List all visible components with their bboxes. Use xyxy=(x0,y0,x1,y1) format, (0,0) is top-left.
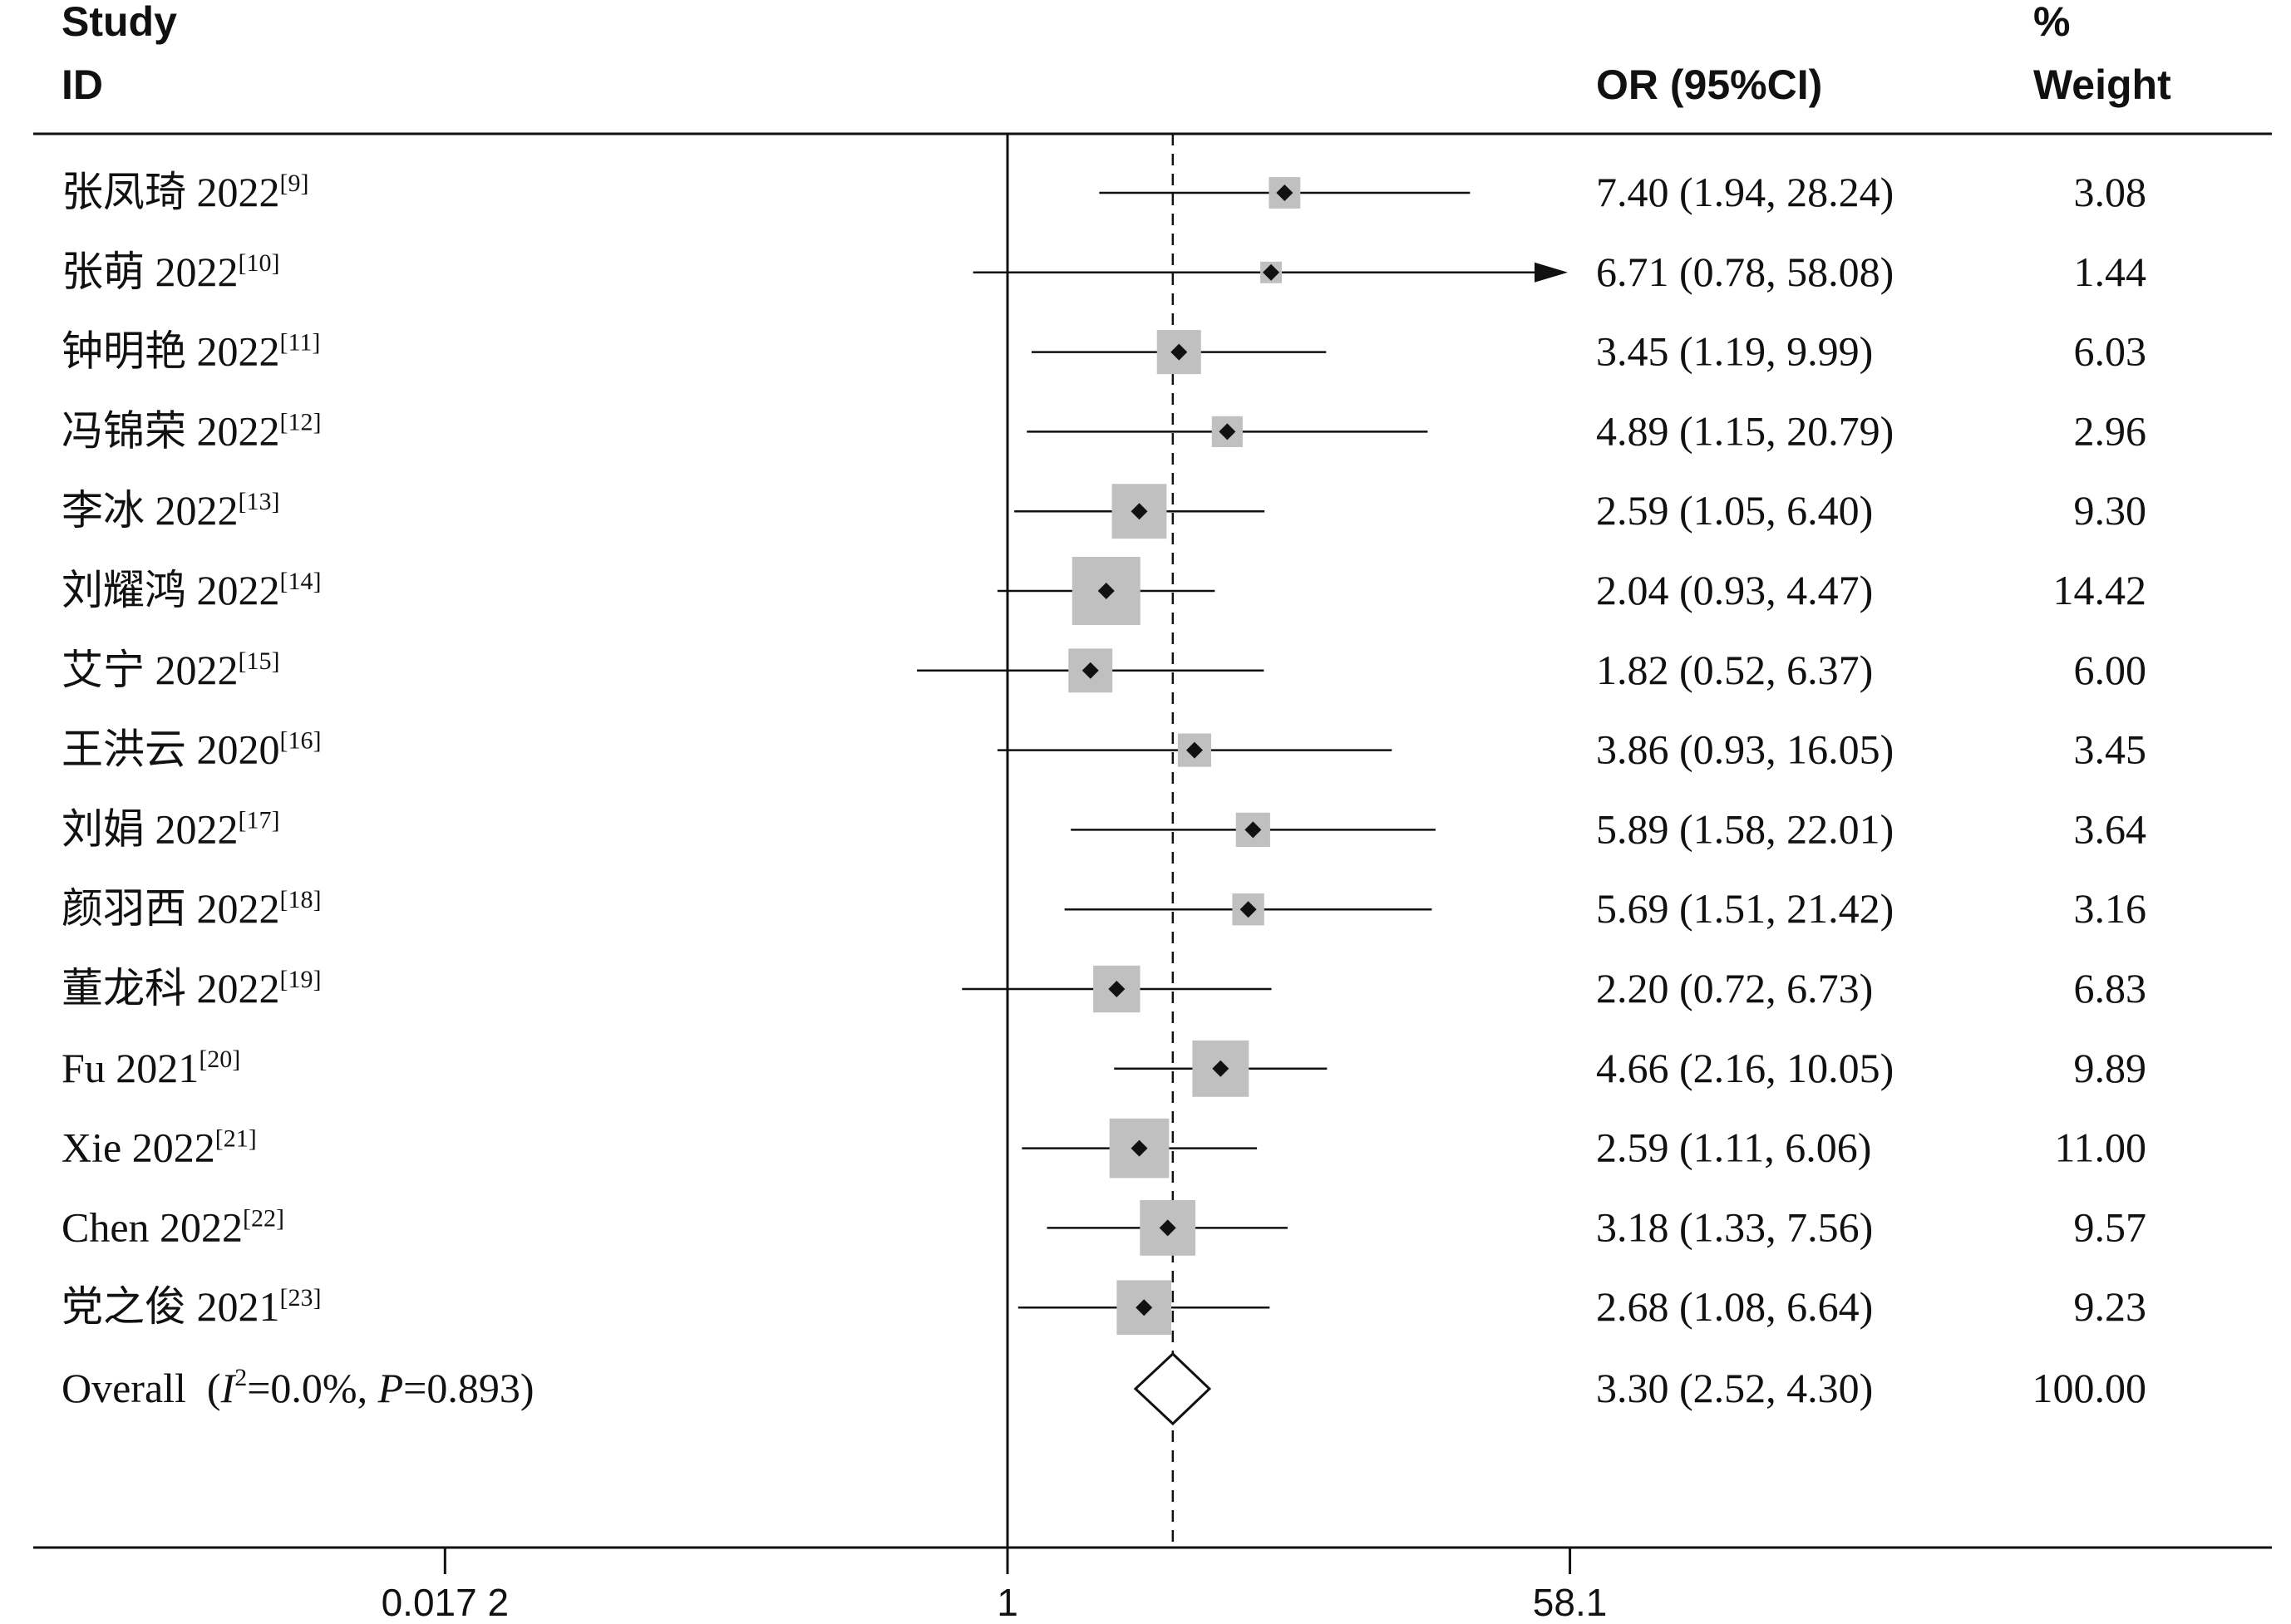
overall-label: Overall (I2=0.0%, P=0.893) xyxy=(62,1364,535,1411)
point-estimate xyxy=(1131,503,1148,520)
point-estimate xyxy=(1244,821,1262,839)
weight-value: 3.45 xyxy=(2074,726,2147,773)
study-label: 颜羽西 2022[18] xyxy=(62,885,321,932)
or-ci-value: 2.68 (1.08, 6.64) xyxy=(1596,1283,1873,1330)
weight-value: 2.96 xyxy=(2074,407,2147,454)
study-label: 艾宁 2022[15] xyxy=(62,647,279,693)
overall-diamond xyxy=(1133,1351,1212,1426)
header-weight: Weight xyxy=(2033,62,2171,108)
point-estimate xyxy=(1263,263,1280,281)
or-ci-value: 3.86 (0.93, 16.05) xyxy=(1596,726,1894,773)
or-ci-value: 5.69 (1.51, 21.42) xyxy=(1596,885,1894,932)
study-label: 冯锦荣 2022[12] xyxy=(62,407,321,454)
study-label: 党之俊 2021[23] xyxy=(62,1283,321,1330)
point-estimate xyxy=(1108,981,1126,997)
header-weight-symbol: % xyxy=(2033,0,2070,45)
overall-or-ci: 3.30 (2.52, 4.30) xyxy=(1596,1365,1873,1411)
study-label: 李冰 2022[13] xyxy=(62,487,279,534)
x-tick-label: 0.017 2 xyxy=(382,1581,509,1624)
point-estimate xyxy=(1136,1299,1153,1316)
or-ci-value: 3.18 (1.33, 7.56) xyxy=(1596,1203,1873,1250)
weight-value: 6.83 xyxy=(2074,965,2147,1011)
or-ci-value: 2.20 (0.72, 6.73) xyxy=(1596,965,1873,1011)
weight-value: 9.23 xyxy=(2074,1283,2147,1330)
or-ci-value: 4.89 (1.15, 20.79) xyxy=(1596,407,1894,454)
study-label: 董龙科 2022[19] xyxy=(62,965,321,1011)
study-label: 刘耀鸿 2022[14] xyxy=(62,567,321,613)
study-label: Chen 2022[22] xyxy=(62,1203,284,1250)
study-rows: 张凤琦 2022[9] 7.40 (1.94, 28.24) 3.08 张萌 2022… xyxy=(62,169,2146,1411)
or-ci-value: 2.04 (0.93, 4.47) xyxy=(1596,567,1873,613)
study-label: 张凤琦 2022[9] xyxy=(62,169,308,215)
weight-value: 6.00 xyxy=(2074,647,2147,693)
or-ci-value: 2.59 (1.05, 6.40) xyxy=(1596,487,1873,534)
weight-value: 3.08 xyxy=(2074,169,2147,215)
point-estimate xyxy=(1276,185,1293,201)
study-label: 张萌 2022[10] xyxy=(62,249,279,295)
weight-value: 14.42 xyxy=(2053,567,2147,613)
point-estimate xyxy=(1170,343,1188,361)
overall-weight: 100.00 xyxy=(2032,1365,2147,1411)
x-axis: 0.017 2 1 58.1 xyxy=(382,1548,1608,1624)
ci-arrow xyxy=(1535,262,1568,283)
plot-marks xyxy=(917,134,1568,1548)
x-tick-label: 1 xyxy=(997,1581,1018,1624)
or-ci-value: 6.71 (0.78, 58.08) xyxy=(1596,249,1894,295)
weight-value: 3.16 xyxy=(2074,885,2147,932)
x-tick-label: 58.1 xyxy=(1533,1581,1608,1624)
or-ci-value: 5.89 (1.58, 22.01) xyxy=(1596,805,1894,852)
point-estimate xyxy=(1185,741,1203,759)
weight-value: 3.64 xyxy=(2074,805,2147,852)
weight-value: 9.57 xyxy=(2074,1203,2147,1250)
or-ci-value: 1.82 (0.52, 6.37) xyxy=(1596,647,1873,693)
point-estimate xyxy=(1239,901,1257,918)
or-ci-value: 3.45 (1.19, 9.99) xyxy=(1596,328,1873,375)
point-estimate xyxy=(1097,583,1115,599)
study-label: Fu 2021[20] xyxy=(62,1045,240,1091)
or-ci-value: 4.66 (2.16, 10.05) xyxy=(1596,1045,1894,1091)
study-label: 刘娟 2022[17] xyxy=(62,805,279,852)
header-or: OR (95%CI) xyxy=(1596,62,1822,108)
weight-value: 11.00 xyxy=(2054,1124,2146,1171)
point-estimate xyxy=(1131,1139,1148,1157)
weight-value: 6.03 xyxy=(2074,328,2147,375)
study-label: 钟明艳 2022[11] xyxy=(62,328,320,375)
or-ci-value: 2.59 (1.11, 6.06) xyxy=(1596,1124,1871,1171)
header-study: Study xyxy=(62,0,177,45)
study-label: 王洪云 2020[16] xyxy=(62,726,321,773)
header-id: ID xyxy=(62,62,103,108)
or-ci-value: 7.40 (1.94, 28.24) xyxy=(1596,169,1894,215)
point-estimate xyxy=(1159,1219,1176,1237)
weight-value: 9.30 xyxy=(2074,487,2147,534)
study-label: Xie 2022[21] xyxy=(62,1124,257,1171)
weight-value: 1.44 xyxy=(2074,249,2147,295)
point-estimate xyxy=(1219,423,1236,440)
weight-value: 9.89 xyxy=(2074,1045,2147,1091)
point-estimate xyxy=(1081,662,1099,679)
point-estimate xyxy=(1212,1060,1229,1077)
